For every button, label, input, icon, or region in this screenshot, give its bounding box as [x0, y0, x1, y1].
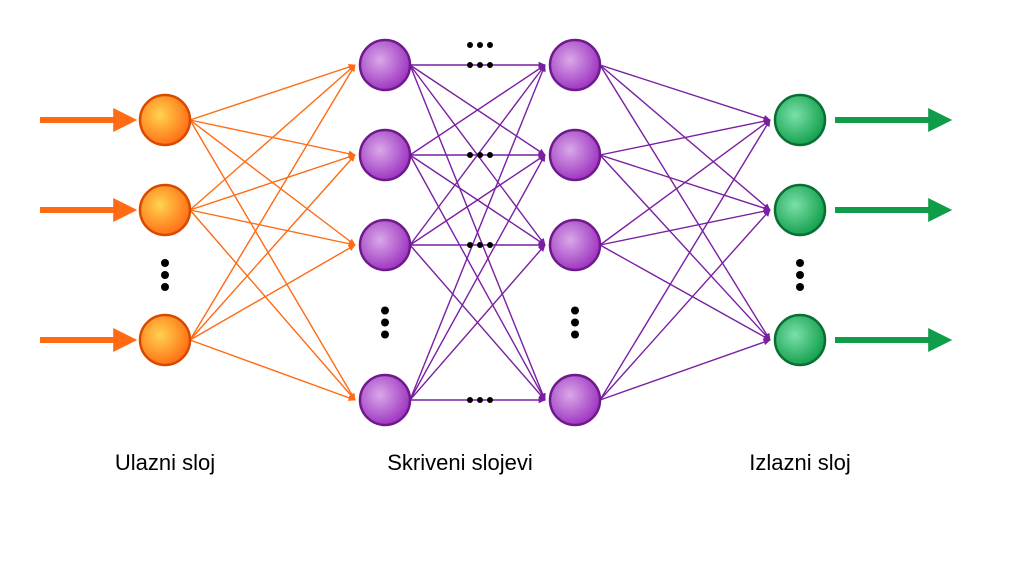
edge	[600, 65, 770, 340]
hidden2-node	[550, 375, 600, 425]
edge	[190, 65, 355, 210]
ellipsis-dot	[477, 242, 483, 248]
input-node	[140, 315, 190, 365]
ellipsis-dot	[381, 307, 389, 315]
edge	[600, 340, 770, 400]
output-node	[775, 95, 825, 145]
hidden1-node	[360, 130, 410, 180]
edge	[190, 210, 355, 400]
ellipsis-dot	[381, 319, 389, 327]
layer-label-input: Ulazni sloj	[115, 450, 215, 475]
ellipsis-dot	[161, 271, 169, 279]
input-node	[140, 95, 190, 145]
nodes-group	[140, 40, 825, 425]
neural-network-diagram: Ulazni sloj Skriveni slojevi Izlazni sloj	[0, 0, 1024, 580]
ellipsis-dot	[477, 42, 483, 48]
ellipsis-dot	[487, 242, 493, 248]
output-node	[775, 185, 825, 235]
edge	[190, 340, 355, 400]
ellipsis-dot	[467, 62, 473, 68]
edge	[600, 210, 770, 400]
hidden1-node	[360, 375, 410, 425]
ellipsis-dot	[571, 319, 579, 327]
ellipsis-dot	[161, 283, 169, 291]
ellipsis-dot	[381, 331, 389, 339]
edges-group	[190, 65, 770, 400]
hidden2-node	[550, 130, 600, 180]
ellipsis-dot	[161, 259, 169, 267]
ellipsis-dot	[487, 62, 493, 68]
hidden2-node	[550, 40, 600, 90]
ellipsis-dot	[467, 242, 473, 248]
ellipsis-dot	[467, 152, 473, 158]
edge	[600, 210, 770, 245]
ellipsis-dot	[477, 62, 483, 68]
edge	[190, 210, 355, 245]
edge	[190, 65, 355, 340]
ellipsis-dot	[796, 271, 804, 279]
ellipsis-dot	[477, 397, 483, 403]
hidden2-node	[550, 220, 600, 270]
ellipsis-dot	[796, 259, 804, 267]
input-node	[140, 185, 190, 235]
layer-label-output: Izlazni sloj	[749, 450, 850, 475]
ellipsis-dot	[796, 283, 804, 291]
hidden1-node	[360, 220, 410, 270]
layer-label-hidden1: Skriveni slojevi	[387, 450, 533, 475]
ellipsis-dot	[487, 397, 493, 403]
ellipsis-dot	[467, 397, 473, 403]
hidden1-node	[360, 40, 410, 90]
ellipsis-dot	[571, 331, 579, 339]
ellipsis-dot	[467, 42, 473, 48]
ellipsis-dot	[571, 307, 579, 315]
ellipsis-dot	[487, 152, 493, 158]
edge	[190, 65, 355, 120]
ellipsis-dot	[487, 42, 493, 48]
edge	[600, 65, 770, 120]
edge	[600, 120, 770, 155]
ellipsis-dot	[477, 152, 483, 158]
output-node	[775, 315, 825, 365]
